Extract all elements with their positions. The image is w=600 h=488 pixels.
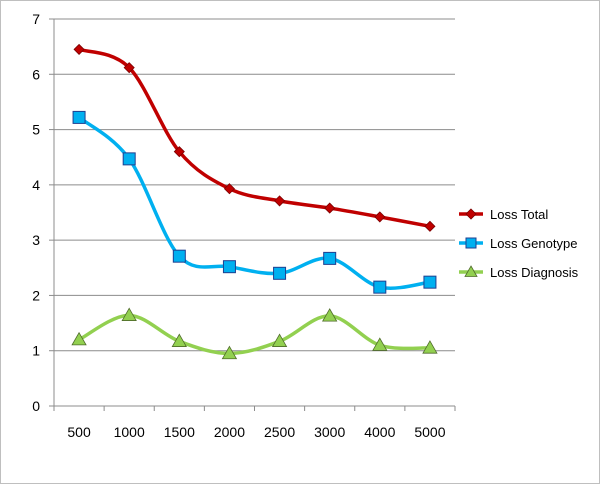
- data-point-loss-total: [123, 62, 135, 74]
- legend-label: Loss Total: [490, 207, 548, 222]
- data-point-loss-genotype: [122, 152, 136, 166]
- y-tick-label: 1: [32, 343, 40, 359]
- data-point-loss-total: [273, 195, 286, 207]
- series-line-loss-total: [77, 47, 432, 229]
- data-point-loss-diagnosis: [121, 307, 137, 321]
- y-tick-label: 7: [32, 11, 40, 27]
- y-tick-label: 4: [32, 177, 40, 193]
- x-tick-label: 500: [67, 424, 91, 440]
- data-point-loss-genotype: [222, 260, 236, 274]
- x-tick-label: 3000: [314, 424, 345, 440]
- series-loss-diagnosis: [71, 307, 438, 360]
- series-loss-total: [73, 43, 436, 232]
- x-tick-label: 5000: [414, 424, 445, 440]
- y-tick-label: 5: [32, 122, 40, 138]
- data-point-loss-diagnosis: [71, 331, 87, 346]
- legend-label: Loss Genotype: [490, 236, 577, 251]
- data-point-loss-genotype: [172, 249, 186, 263]
- data-point-loss-diagnosis: [221, 345, 238, 360]
- y-tick-label: 0: [32, 398, 40, 414]
- legend-marker: [465, 208, 477, 220]
- axes: 0 1 2 3 4 5 6 7 500 1000 1500 2000 2500 3000 4000 5000: [32, 11, 456, 440]
- x-tick-label: 4000: [364, 424, 395, 440]
- data-point-loss-total: [374, 211, 386, 223]
- legend: Loss Total Loss Genotype Loss Diagnosis: [459, 207, 579, 280]
- y-tick-label: 6: [32, 66, 40, 82]
- data-point-loss-diagnosis: [321, 308, 338, 322]
- legend-item-loss-total: Loss Total: [459, 207, 548, 222]
- legend-item-loss-genotype: Loss Genotype: [459, 236, 577, 251]
- data-point-loss-diagnosis: [171, 333, 188, 347]
- legend-item-loss-diagnosis: Loss Diagnosis: [459, 265, 579, 280]
- data-point-loss-diagnosis: [422, 340, 438, 354]
- legend-marker: [465, 237, 477, 249]
- x-tick-label: 2000: [214, 424, 245, 440]
- data-point-loss-diagnosis: [372, 337, 388, 351]
- series-line-loss-genotype: [77, 115, 432, 290]
- data-point-loss-genotype: [323, 251, 337, 265]
- legend-marker: [464, 265, 478, 277]
- series-lines: [71, 43, 438, 360]
- x-tick-label: 1000: [114, 424, 145, 440]
- data-point-loss-total: [424, 220, 436, 232]
- gridlines: [54, 18, 455, 352]
- data-point-loss-genotype: [423, 275, 437, 289]
- legend-label: Loss Diagnosis: [490, 265, 579, 280]
- x-tick-label: 1500: [164, 424, 195, 440]
- data-point-loss-diagnosis: [271, 333, 288, 347]
- data-point-loss-total: [324, 202, 336, 214]
- data-point-loss-total: [73, 43, 85, 55]
- x-tick-label: 2500: [264, 424, 295, 440]
- data-point-loss-genotype: [273, 266, 287, 280]
- series-loss-genotype: [72, 110, 437, 294]
- data-point-loss-total: [223, 183, 236, 195]
- y-tick-label: 3: [32, 232, 40, 248]
- data-point-loss-total: [173, 146, 185, 158]
- data-point-loss-genotype: [72, 110, 86, 124]
- y-tick-label: 2: [32, 287, 40, 303]
- data-point-loss-genotype: [373, 280, 387, 294]
